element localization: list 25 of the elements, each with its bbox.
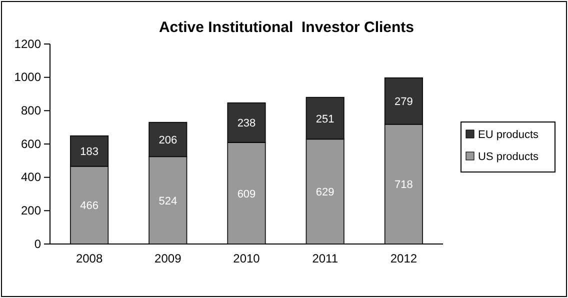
y-tick-label: 1200 — [14, 36, 42, 51]
data-label: 524 — [158, 195, 178, 208]
data-label: 251 — [316, 113, 334, 126]
data-label: 279 — [394, 96, 413, 108]
y-tick-label: 800 — [20, 104, 42, 118]
data-label: 206 — [158, 134, 178, 146]
data-label: 238 — [237, 118, 256, 130]
x-tick-label: 2011 — [312, 252, 338, 266]
data-label: 718 — [394, 179, 413, 192]
x-tick-label: 2012 — [390, 252, 418, 266]
y-tick-label: 1000 — [14, 70, 42, 84]
x-tick-label: 2008 — [76, 252, 103, 266]
y-tick-label: 0 — [34, 236, 42, 251]
y-tick-label: 200 — [20, 204, 42, 218]
data-label: 609 — [237, 188, 256, 200]
data-label: 466 — [80, 200, 98, 212]
y-tick-label: 600 — [20, 136, 42, 151]
legend-label: US products — [478, 151, 540, 163]
chart-title: Active Institutional Investor Clients — [158, 19, 414, 36]
legend-label: EU products — [478, 129, 540, 141]
data-label: 183 — [80, 146, 98, 158]
x-tick-label: 2009 — [154, 252, 182, 266]
data-label: 629 — [316, 186, 334, 199]
y-tick-label: 400 — [20, 170, 42, 184]
x-tick-label: 2010 — [233, 252, 260, 266]
